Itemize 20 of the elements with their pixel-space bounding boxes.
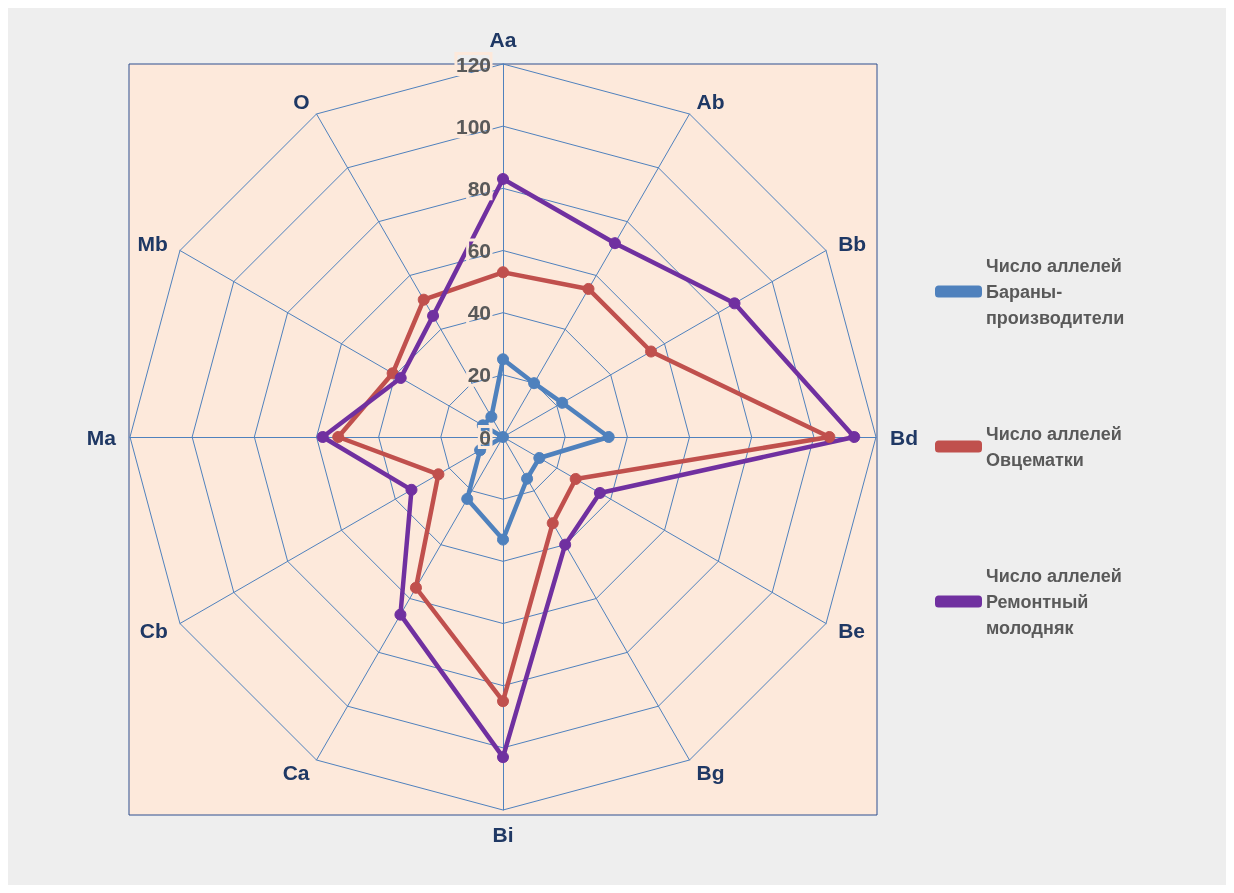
y-tick-label: 80	[467, 176, 491, 200]
spoke-label: Aa	[489, 28, 517, 51]
legend-label: Число аллелей Бараны-производители	[986, 255, 1127, 328]
legend-label: Число аллелей Ремонтный молодняк	[986, 565, 1127, 638]
spoke-label: Ca	[282, 760, 310, 784]
spoke-label: Mb	[137, 232, 168, 255]
spoke-label: O	[293, 90, 310, 114]
y-tick-label: 100	[455, 114, 491, 138]
y-tick-label: 60	[467, 239, 491, 262]
y-tick-label: 20	[467, 363, 491, 387]
spoke-label: Bi	[492, 823, 514, 846]
spoke-label: Be	[838, 619, 866, 642]
legend-label: Число аллелей Овцематки	[986, 423, 1127, 470]
y-tick-label: 40	[467, 301, 491, 325]
spoke-label: Ab	[696, 90, 725, 114]
spoke-label: Bb	[838, 232, 867, 255]
spoke-label: Ma	[86, 425, 117, 449]
spoke-label: Cb	[139, 619, 168, 642]
spoke-label: Bd	[890, 425, 918, 449]
spoke-label: Bg	[696, 760, 725, 784]
